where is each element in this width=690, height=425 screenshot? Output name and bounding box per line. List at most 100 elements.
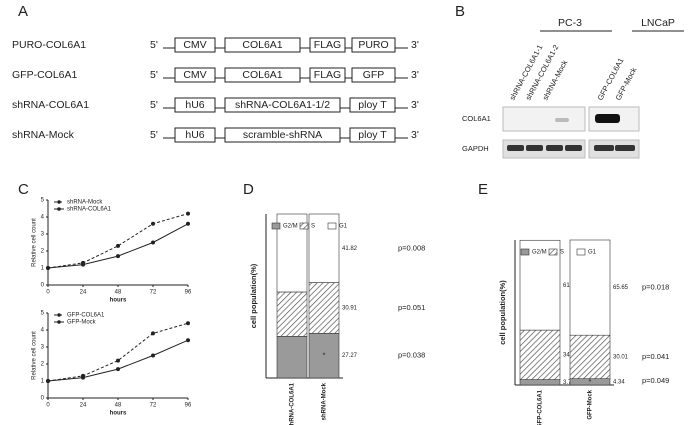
bar-segment bbox=[519, 329, 561, 380]
series-line bbox=[47, 322, 189, 382]
band bbox=[565, 145, 582, 151]
element-label: COL6A1 bbox=[242, 39, 282, 51]
y-tick-label: 4 bbox=[41, 328, 45, 334]
marker bbox=[116, 243, 120, 248]
value-label: 4.34 bbox=[613, 379, 625, 385]
row-label: COL6A1 bbox=[462, 114, 491, 123]
band bbox=[526, 145, 543, 151]
x-tick-label: GFP-Mock bbox=[588, 389, 594, 419]
element-label: FLAG bbox=[314, 39, 341, 51]
bar-segment bbox=[308, 282, 340, 334]
three-prime: 3' bbox=[411, 69, 419, 81]
p-value: p=0.049 bbox=[642, 376, 669, 385]
band bbox=[507, 145, 524, 151]
significance: * bbox=[323, 351, 326, 360]
y-tick-label: 2 bbox=[41, 249, 45, 255]
legend-swatch bbox=[520, 248, 530, 256]
element-label: scramble-shRNA bbox=[243, 129, 322, 141]
element-box bbox=[349, 127, 396, 143]
group-label: LNCaP bbox=[641, 17, 675, 29]
y-tick-label: 3 bbox=[41, 232, 45, 238]
element-box bbox=[174, 37, 216, 53]
legend-swatch bbox=[548, 248, 558, 256]
y-tick-label: 3 bbox=[41, 345, 45, 351]
marker bbox=[151, 331, 155, 336]
bar-segment bbox=[569, 334, 611, 380]
value-label: 65.65 bbox=[613, 285, 629, 291]
three-prime: 3' bbox=[411, 39, 419, 51]
band bbox=[595, 114, 620, 123]
three-prime: 3' bbox=[411, 129, 419, 141]
marker bbox=[151, 353, 155, 358]
element-box bbox=[309, 67, 346, 83]
construct-name: PURO-COL6A1 bbox=[12, 39, 86, 51]
y-label: Relative cell count bbox=[32, 218, 38, 267]
five-prime: 5' bbox=[150, 39, 158, 51]
element-box bbox=[349, 97, 396, 113]
legend-label: S bbox=[311, 224, 315, 230]
x-tick-label: 72 bbox=[150, 403, 157, 409]
legend-marker bbox=[57, 320, 61, 324]
value-label: 30.91 bbox=[342, 306, 358, 312]
five-prime: 5' bbox=[150, 129, 158, 141]
legend-swatch bbox=[299, 222, 309, 230]
y-tick-label: 2 bbox=[41, 362, 45, 368]
legend-swatch bbox=[576, 248, 586, 256]
blot-box bbox=[502, 106, 586, 132]
bar-segment bbox=[276, 291, 308, 337]
y-tick-label: 1 bbox=[41, 266, 45, 272]
band bbox=[615, 145, 635, 151]
x-label: hours bbox=[110, 298, 127, 304]
element-label: CMV bbox=[183, 39, 206, 51]
marker bbox=[81, 375, 85, 380]
legend-label: G1 bbox=[339, 224, 348, 230]
element-label: PURO bbox=[358, 39, 388, 51]
x-label: hours bbox=[110, 411, 127, 417]
marker bbox=[46, 266, 50, 270]
p-value: p=0.051 bbox=[398, 303, 425, 312]
legend-label: shRNA-COL6A1 bbox=[67, 207, 112, 213]
element-box bbox=[224, 127, 341, 143]
element-box bbox=[174, 97, 216, 113]
significance: * bbox=[589, 377, 592, 386]
element-label: CMV bbox=[183, 69, 206, 81]
legend-label: G2/M bbox=[532, 250, 547, 256]
element-box bbox=[224, 37, 301, 53]
blot-box bbox=[502, 139, 586, 159]
legend-label: GFP-Mock bbox=[67, 320, 97, 326]
band bbox=[555, 118, 569, 122]
legend-label: G2/M bbox=[283, 224, 298, 230]
x-tick-label: 0 bbox=[46, 403, 50, 409]
marker bbox=[46, 379, 50, 383]
series-line bbox=[47, 213, 189, 269]
element-box bbox=[309, 37, 346, 53]
legend-label: shRNA-Mock bbox=[67, 200, 103, 206]
y-tick-label: 5 bbox=[41, 198, 45, 204]
y-label: Relative cell count bbox=[32, 331, 38, 380]
p-value: p=0.018 bbox=[642, 283, 669, 292]
x-tick-label: shRNA-COL6A1 bbox=[290, 382, 296, 425]
bar-segment bbox=[519, 379, 561, 386]
panel-label: D bbox=[243, 181, 254, 198]
element-box bbox=[224, 67, 301, 83]
legend-label: G1 bbox=[588, 250, 597, 256]
x-tick-label: 48 bbox=[115, 403, 122, 409]
x-tick-label: shRNA-Mock bbox=[322, 382, 328, 420]
legend-label: GFP-COL6A1 bbox=[67, 313, 105, 319]
x-tick-label: GFP-COL6A1 bbox=[538, 389, 544, 425]
bar-segment bbox=[569, 239, 611, 336]
value-label: 3.71 bbox=[563, 380, 575, 386]
element-label: shRNA-COL6A1-1/2 bbox=[235, 99, 330, 111]
value-label: 41.82 bbox=[342, 246, 358, 252]
element-box bbox=[351, 67, 396, 83]
x-tick-label: 96 bbox=[185, 290, 192, 296]
p-value: p=0.008 bbox=[398, 243, 425, 252]
y-label: cell population(%) bbox=[498, 280, 507, 345]
y-tick-label: 4 bbox=[41, 215, 45, 221]
five-prime: 5' bbox=[150, 99, 158, 111]
x-tick-label: 24 bbox=[80, 403, 87, 409]
legend-marker bbox=[57, 207, 61, 211]
marker bbox=[186, 338, 190, 343]
y-label: cell population(%) bbox=[249, 263, 258, 328]
